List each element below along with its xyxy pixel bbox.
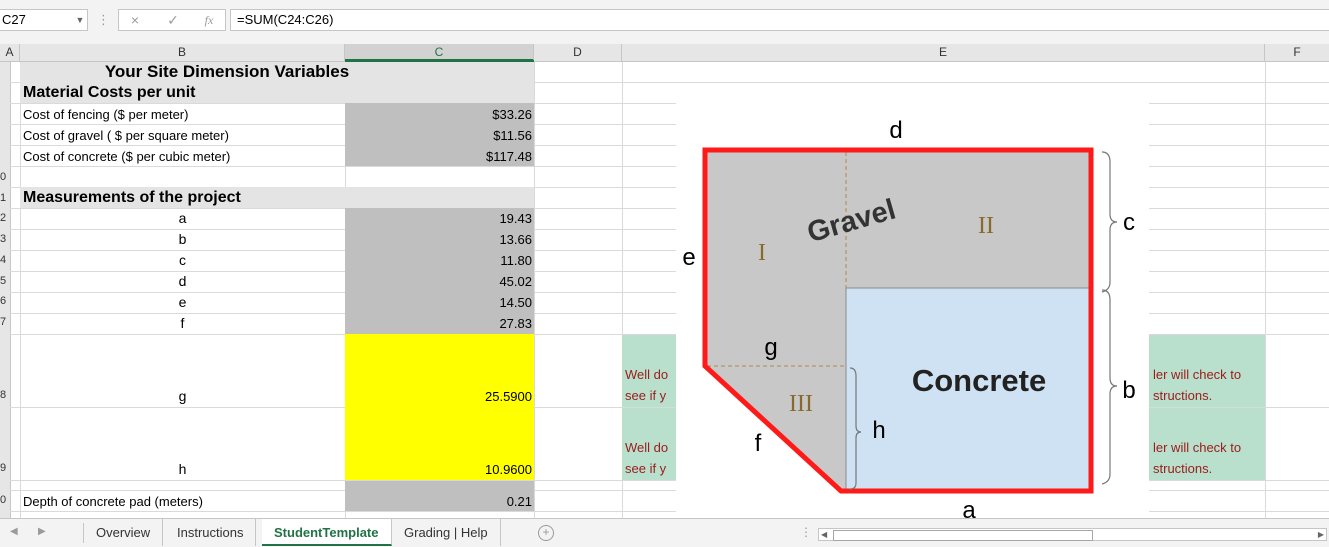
label-h: h xyxy=(872,417,885,444)
row-number[interactable]: 0 xyxy=(0,171,7,183)
column-header-e[interactable]: E xyxy=(622,44,1265,61)
feedback-g-left-2: see if y xyxy=(625,388,667,403)
add-sheet-icon[interactable]: + xyxy=(538,525,554,541)
measure-a-label[interactable]: a xyxy=(178,210,187,226)
formula-input[interactable]: =SUM(C24:C26) xyxy=(230,9,1329,31)
region-iii: III xyxy=(789,391,813,417)
more-vertical-icon[interactable]: ⋮ xyxy=(800,525,812,539)
tab-divider xyxy=(83,523,84,543)
row-number[interactable]: 5 xyxy=(0,275,7,287)
site-diagram: d e c b g h f a I II III Gravel Concrete xyxy=(682,117,1135,524)
site-diagram-picture[interactable]: d e c b g h f a I II III Gravel Concrete xyxy=(676,100,1149,524)
cancel-icon[interactable]: × xyxy=(130,12,140,28)
column-headers: A B C D E F xyxy=(0,44,1329,62)
region-ii: II xyxy=(978,213,994,239)
row-number[interactable]: 1 xyxy=(0,192,7,204)
measure-a-value[interactable]: 19.43 xyxy=(345,208,534,229)
row-number[interactable]: 7 xyxy=(0,316,7,328)
sheet-tab-bar: ◀ ▶ Overview Instructions StudentTemplat… xyxy=(0,518,1329,547)
name-box[interactable]: C27 xyxy=(0,9,88,31)
label-c: c xyxy=(1123,209,1135,236)
feedback-h-left-1: Well do xyxy=(625,440,669,455)
column-header-c[interactable]: C xyxy=(345,44,534,61)
row-number[interactable]: 4 xyxy=(0,254,7,266)
fencing-cost-label[interactable]: Cost of fencing ($ per meter) xyxy=(23,107,189,122)
feedback-h-left-2: see if y xyxy=(625,461,667,476)
enter-icon[interactable]: ✓ xyxy=(167,12,179,28)
measure-d-label[interactable]: d xyxy=(178,273,187,289)
formula-buttons: × ✓ fx xyxy=(118,9,226,31)
measure-e-label[interactable]: e xyxy=(178,294,187,310)
feedback-g-right-2: structions. xyxy=(1153,388,1213,403)
measure-g-label[interactable]: g xyxy=(178,388,187,404)
scrollbar-thumb[interactable] xyxy=(833,530,1093,541)
column-header-f[interactable]: F xyxy=(1293,45,1301,59)
label-e: e xyxy=(682,244,695,271)
chevron-down-icon[interactable]: ▼ xyxy=(75,15,85,25)
row-headers: 0 1 2 3 4 5 6 7 8 9 0 xyxy=(0,62,11,518)
row-number[interactable]: 9 xyxy=(0,462,7,474)
measure-h-label[interactable]: h xyxy=(178,461,187,477)
column-header-a[interactable]: A xyxy=(0,44,20,61)
measure-e-value[interactable]: 14.50 xyxy=(345,292,534,313)
tab-grading-help[interactable]: Grading | Help xyxy=(392,519,501,546)
brace-h xyxy=(849,367,862,490)
concrete-area xyxy=(846,288,1091,491)
brace-c xyxy=(1101,151,1118,293)
selection-indicator xyxy=(345,60,534,62)
brace-b xyxy=(1101,289,1118,485)
row-number[interactable]: 0 xyxy=(0,494,7,506)
column-header-d[interactable]: D xyxy=(534,44,622,61)
scroll-left-icon[interactable]: ◀ xyxy=(821,530,828,539)
depth-label[interactable]: Depth of concrete pad (meters) xyxy=(23,494,203,509)
measure-f-label[interactable]: f xyxy=(180,315,185,331)
label-f: f xyxy=(755,430,762,457)
measure-c-label[interactable]: c xyxy=(179,252,186,268)
row-number[interactable]: 3 xyxy=(0,233,7,245)
material-costs-header[interactable]: Material Costs per unit xyxy=(20,82,534,103)
measure-g-value[interactable]: 25.5900 xyxy=(345,334,534,407)
next-sheet-icon[interactable]: ▶ xyxy=(38,526,46,537)
region-i: I xyxy=(758,240,766,266)
gravel-area xyxy=(705,150,1091,491)
tab-student-template[interactable]: StudentTemplate xyxy=(262,519,392,546)
label-g: g xyxy=(764,334,777,361)
prev-sheet-icon[interactable]: ◀ xyxy=(10,526,18,537)
concrete-cost-value[interactable]: $117.48 xyxy=(345,145,534,166)
row-number[interactable]: 6 xyxy=(0,295,7,307)
tab-overview[interactable]: Overview xyxy=(84,519,164,546)
sheet-title-text: Your Site Dimension Variables xyxy=(104,62,350,81)
feedback-g-left-1: Well do xyxy=(625,367,669,382)
measure-f-value[interactable]: 27.83 xyxy=(345,313,534,334)
tab-instructions[interactable]: Instructions xyxy=(165,519,257,546)
gravel-cost-label[interactable]: Cost of gravel ( $ per square meter) xyxy=(23,128,229,143)
label-a: a xyxy=(962,497,976,518)
depth-value[interactable]: 0.21 xyxy=(345,481,534,511)
measure-h-value[interactable]: 10.9600 xyxy=(345,407,534,480)
measure-b-value[interactable]: 13.66 xyxy=(345,229,534,250)
row-number[interactable]: 2 xyxy=(0,212,7,224)
fx-icon[interactable]: fx xyxy=(204,13,214,27)
label-d: d xyxy=(889,117,902,144)
feedback-h-right-2: structions. xyxy=(1153,461,1213,476)
feedback-g-right-1: ler will check to xyxy=(1153,367,1242,382)
concrete-cost-label[interactable]: Cost of concrete ($ per cubic meter) xyxy=(23,149,231,164)
label-b: b xyxy=(1122,377,1135,404)
measurements-header[interactable]: Measurements of the project xyxy=(20,187,534,208)
formula-bar: C27 ▼ ⋮ × ✓ fx =SUM(C24:C26) xyxy=(0,0,1329,45)
column-header-b[interactable]: B xyxy=(20,44,345,61)
more-vertical-icon[interactable]: ⋮ xyxy=(97,12,110,27)
concrete-label: Concrete xyxy=(912,363,1046,398)
feedback-h-right-1: ler will check to xyxy=(1153,440,1242,455)
scroll-right-icon[interactable]: ▶ xyxy=(1317,530,1324,539)
row-number[interactable]: 8 xyxy=(0,389,7,401)
sheet-title[interactable]: Your Site Dimension Variables xyxy=(20,62,534,82)
fencing-cost-value[interactable]: $33.26 xyxy=(345,103,534,124)
measure-b-label[interactable]: b xyxy=(178,231,187,247)
measure-d-value[interactable]: 45.02 xyxy=(345,271,534,292)
horizontal-scrollbar[interactable]: ◀ ▶ xyxy=(818,528,1327,541)
measure-c-value[interactable]: 11.80 xyxy=(345,250,534,271)
fence-outline xyxy=(702,147,1094,494)
gravel-cost-value[interactable]: $11.56 xyxy=(345,124,534,145)
